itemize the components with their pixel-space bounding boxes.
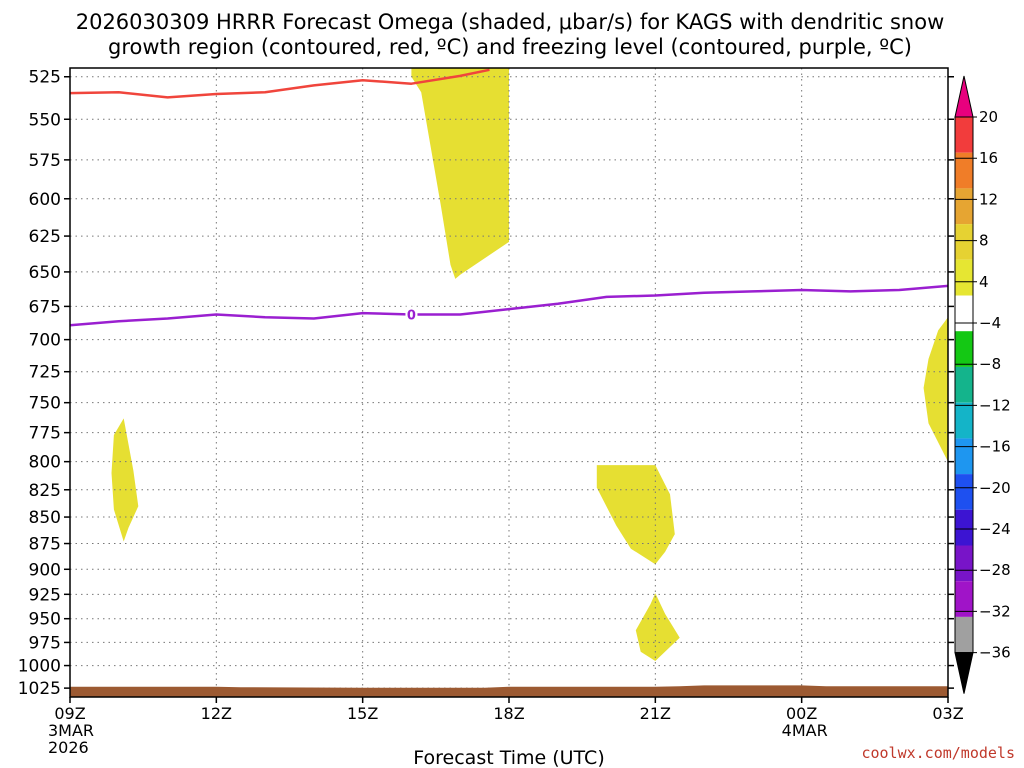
colorbar-segment-3	[955, 224, 973, 260]
omega-area-low	[635, 593, 680, 661]
colorbar-segment-11	[955, 509, 973, 546]
omega-shading	[111, 68, 948, 661]
colorbar-label-0: 20	[979, 108, 998, 126]
colorbar-label-10: −24	[979, 520, 1011, 538]
colorbar-label-8: −16	[979, 438, 1011, 456]
x-tick-label-09Z: 09Z	[54, 704, 85, 723]
gridlines	[70, 68, 948, 697]
y-tick-label-925: 925	[29, 585, 61, 605]
y-axis: 525 550 575 600 625 650 675 700 725 750 775 800 825 8…	[18, 68, 954, 699]
colorbar-label-11: −28	[979, 561, 1011, 579]
colorbar-label-7: −12	[979, 396, 1011, 414]
y-tick-label-750: 750	[29, 394, 61, 414]
freezing-level-contour-label: 0	[407, 308, 416, 323]
y-tick-label-775: 775	[29, 424, 61, 444]
x-tick-label-15Z: 15Z	[347, 704, 378, 723]
y-tick-label-875: 875	[29, 535, 61, 555]
x-tick-label-00Z: 00Z	[786, 704, 817, 723]
x-tick-label-18Z: 18Z	[493, 704, 524, 723]
y-tick-label-575: 575	[29, 151, 61, 171]
y-tick-label-675: 675	[29, 297, 61, 317]
colorbar-segment-2	[955, 188, 973, 225]
omega-area-mid	[596, 465, 675, 565]
colorbar-segment-9	[955, 438, 973, 475]
y-tick-label-950: 950	[29, 610, 61, 630]
colorbar-segment-8	[955, 402, 973, 439]
title-line-1: 2026030309 HRRR Forecast Omega (shaded, …	[76, 10, 945, 34]
y-tick-label-850: 850	[29, 508, 61, 528]
surface-terrain	[70, 685, 948, 697]
colorbar-label-4: 4	[979, 273, 989, 291]
chart-title: 2026030309 HRRR Forecast Omega (shaded, …	[76, 10, 945, 59]
omega-area-left	[111, 418, 139, 542]
colorbar-segment-7	[955, 366, 973, 403]
colorbar-segment-14	[955, 616, 973, 653]
y-tick-label-650: 650	[29, 263, 61, 283]
y-tick-label-825: 825	[29, 481, 61, 501]
y-tick-label-625: 625	[29, 227, 61, 247]
omega-area-right	[923, 317, 948, 462]
colorbar-segment-12	[955, 545, 973, 582]
y-tick-label-800: 800	[29, 453, 61, 473]
freezing-level-label-bg	[405, 306, 418, 322]
y-tick-label-900: 900	[29, 560, 61, 580]
y-tick-label-550: 550	[29, 110, 61, 130]
colorbar-label-5: −4	[979, 314, 1001, 332]
y-tick-label-1025: 1025	[18, 679, 61, 699]
credit-label: coolwx.com/models	[861, 744, 1015, 762]
x-tick-year-09Z: 2026	[48, 738, 89, 757]
x-tick-label-21Z: 21Z	[640, 704, 671, 723]
colorbar-segment-5	[955, 295, 973, 332]
x-tick-label-12Z: 12Z	[201, 704, 232, 723]
colorbar-segment-4	[955, 259, 973, 296]
colorbar-label-3: 8	[979, 232, 989, 250]
freezing-level-line	[70, 284, 948, 327]
colorbar-label-9: −20	[979, 479, 1011, 497]
colorbar-segment-1	[955, 152, 973, 189]
x-axis-label: Forecast Time (UTC)	[413, 747, 604, 768]
x-tick-label-03Z: 03Z	[932, 704, 963, 723]
y-tick-label-525: 525	[29, 68, 61, 88]
colorbar-label-6: −8	[979, 355, 1001, 373]
colorbar-segment-10	[955, 474, 973, 510]
colorbar-segment-0	[955, 117, 973, 153]
x-tick-sublabel-00Z: 4MAR	[782, 721, 828, 740]
y-tick-label-600: 600	[29, 190, 61, 210]
x-tick-sublabel-09Z: 3MAR	[48, 721, 94, 740]
colorbar-label-13: −36	[979, 644, 1011, 662]
colorbar-segment-13	[955, 581, 973, 617]
colorbar-bottom-arrow	[954, 652, 974, 694]
omega-area-upper	[411, 68, 509, 279]
colorbar-label-1: 16	[979, 149, 998, 167]
colorbar-label-2: 12	[979, 190, 998, 208]
contour-lines: 0	[70, 68, 948, 327]
dendritic-contour-line	[70, 68, 490, 99]
y-tick-label-700: 700	[29, 331, 61, 351]
colorbar-top-arrow	[954, 75, 974, 118]
colorbar-segment-6	[955, 331, 973, 367]
colorbar-label-12: −32	[979, 602, 1011, 620]
y-tick-label-725: 725	[29, 363, 61, 383]
y-tick-label-1000: 1000	[18, 657, 61, 677]
colorbar: 20 16 12 8 4 −4 −8 −12 −16 −20 −24 −28 −32 −36	[954, 75, 1011, 694]
terrain-fill	[70, 685, 948, 697]
title-line-2: growth region (contoured, red, ºC) and f…	[108, 35, 912, 59]
y-tick-label-975: 975	[29, 633, 61, 653]
